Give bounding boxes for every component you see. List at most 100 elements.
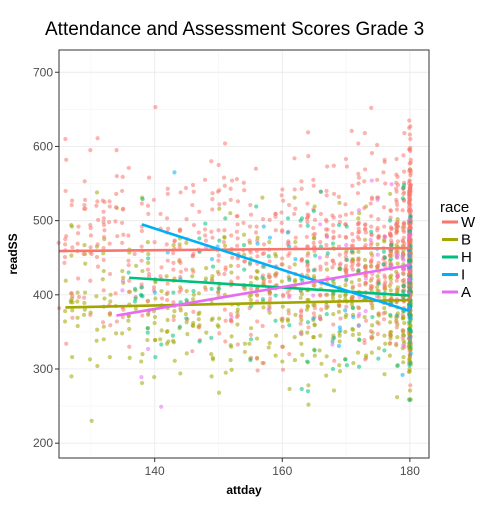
data-point-w <box>255 254 260 259</box>
data-point-b <box>298 295 303 300</box>
data-point-w <box>324 188 329 194</box>
data-point-h <box>381 262 386 267</box>
data-point-a <box>368 237 373 243</box>
data-point-w <box>145 267 151 272</box>
data-point-w <box>338 261 343 266</box>
data-point-b <box>164 274 169 279</box>
data-point-w <box>400 312 405 317</box>
data-point-a <box>407 234 412 240</box>
data-point-b <box>319 361 324 366</box>
data-point-b <box>75 315 80 320</box>
data-point-w <box>331 236 336 241</box>
data-point-w <box>281 292 286 297</box>
data-point-w <box>146 271 152 277</box>
data-point-i <box>400 372 405 378</box>
data-point-w <box>222 183 227 188</box>
data-point-b <box>337 333 342 338</box>
data-point-w <box>261 360 266 366</box>
data-point-a <box>229 314 234 320</box>
data-point-b <box>254 268 259 274</box>
data-point-w <box>349 243 354 248</box>
data-point-w <box>120 174 125 179</box>
data-point-h <box>330 366 336 372</box>
data-point-w <box>95 264 101 269</box>
data-point-a <box>159 404 164 409</box>
data-point-b <box>287 386 292 392</box>
data-point-w <box>369 197 375 202</box>
data-point-w <box>407 118 412 123</box>
data-point-h <box>330 339 335 344</box>
data-point-w <box>408 197 413 202</box>
data-point-w <box>101 257 106 263</box>
data-point-b <box>293 277 298 283</box>
data-point-b <box>317 348 322 353</box>
data-point-h <box>382 348 387 353</box>
data-point-h <box>312 348 317 353</box>
data-point-w <box>408 136 413 142</box>
data-point-w <box>119 220 125 225</box>
data-point-h <box>191 288 196 294</box>
data-point-w <box>139 228 144 234</box>
data-point-b <box>280 304 285 309</box>
data-point-b <box>152 320 157 326</box>
y-tick-label: 300 <box>33 362 53 376</box>
data-point-w <box>101 245 106 251</box>
data-point-w <box>190 182 196 188</box>
data-point-h <box>241 242 247 248</box>
data-point-w <box>356 262 361 267</box>
data-point-w <box>368 201 373 206</box>
data-point-h <box>407 340 413 345</box>
data-point-b <box>349 280 354 285</box>
data-point-w <box>63 237 68 242</box>
fit-line-h <box>129 276 410 297</box>
data-point-w <box>286 311 291 316</box>
data-point-h <box>336 222 342 228</box>
data-point-h <box>394 313 399 318</box>
data-point-w <box>234 314 240 320</box>
data-point-w <box>350 183 355 188</box>
data-point-b <box>81 312 87 317</box>
data-point-h <box>401 185 406 191</box>
data-point-w <box>362 167 368 172</box>
data-point-b <box>222 243 228 248</box>
data-point-w <box>306 153 311 159</box>
data-point-w <box>381 317 387 322</box>
data-point-w <box>223 339 228 344</box>
data-point-b <box>68 298 73 303</box>
data-point-w <box>70 315 75 320</box>
data-point-b <box>120 268 125 274</box>
data-point-h <box>126 270 131 275</box>
data-point-b <box>369 350 374 355</box>
data-point-w <box>369 334 374 340</box>
x-tick-label: 140 <box>145 464 165 478</box>
data-point-w <box>63 136 68 142</box>
data-point-b <box>172 309 177 314</box>
data-point-a <box>356 208 362 213</box>
data-point-w <box>107 311 113 316</box>
data-point-a <box>139 375 144 380</box>
data-point-w <box>88 278 93 283</box>
data-point-h <box>305 259 310 264</box>
data-point-b <box>343 283 348 288</box>
data-point-b <box>82 300 87 306</box>
data-point-b <box>177 242 182 247</box>
data-point-h <box>133 296 138 301</box>
data-point-w <box>376 234 381 239</box>
data-point-w <box>389 226 394 231</box>
data-point-w <box>242 188 247 193</box>
data-point-w <box>126 233 131 238</box>
data-point-w <box>375 177 380 182</box>
data-point-w <box>191 189 196 194</box>
data-point-w <box>171 251 176 256</box>
data-point-w <box>388 234 394 239</box>
data-point-b <box>184 288 189 294</box>
data-point-b <box>261 305 266 310</box>
data-point-h <box>273 293 278 298</box>
data-point-w <box>190 202 195 208</box>
data-point-w <box>349 264 354 269</box>
data-point-h <box>369 229 374 234</box>
data-point-w <box>107 199 112 204</box>
data-point-w <box>151 197 156 202</box>
data-point-h <box>381 249 387 254</box>
data-point-w <box>349 211 354 216</box>
